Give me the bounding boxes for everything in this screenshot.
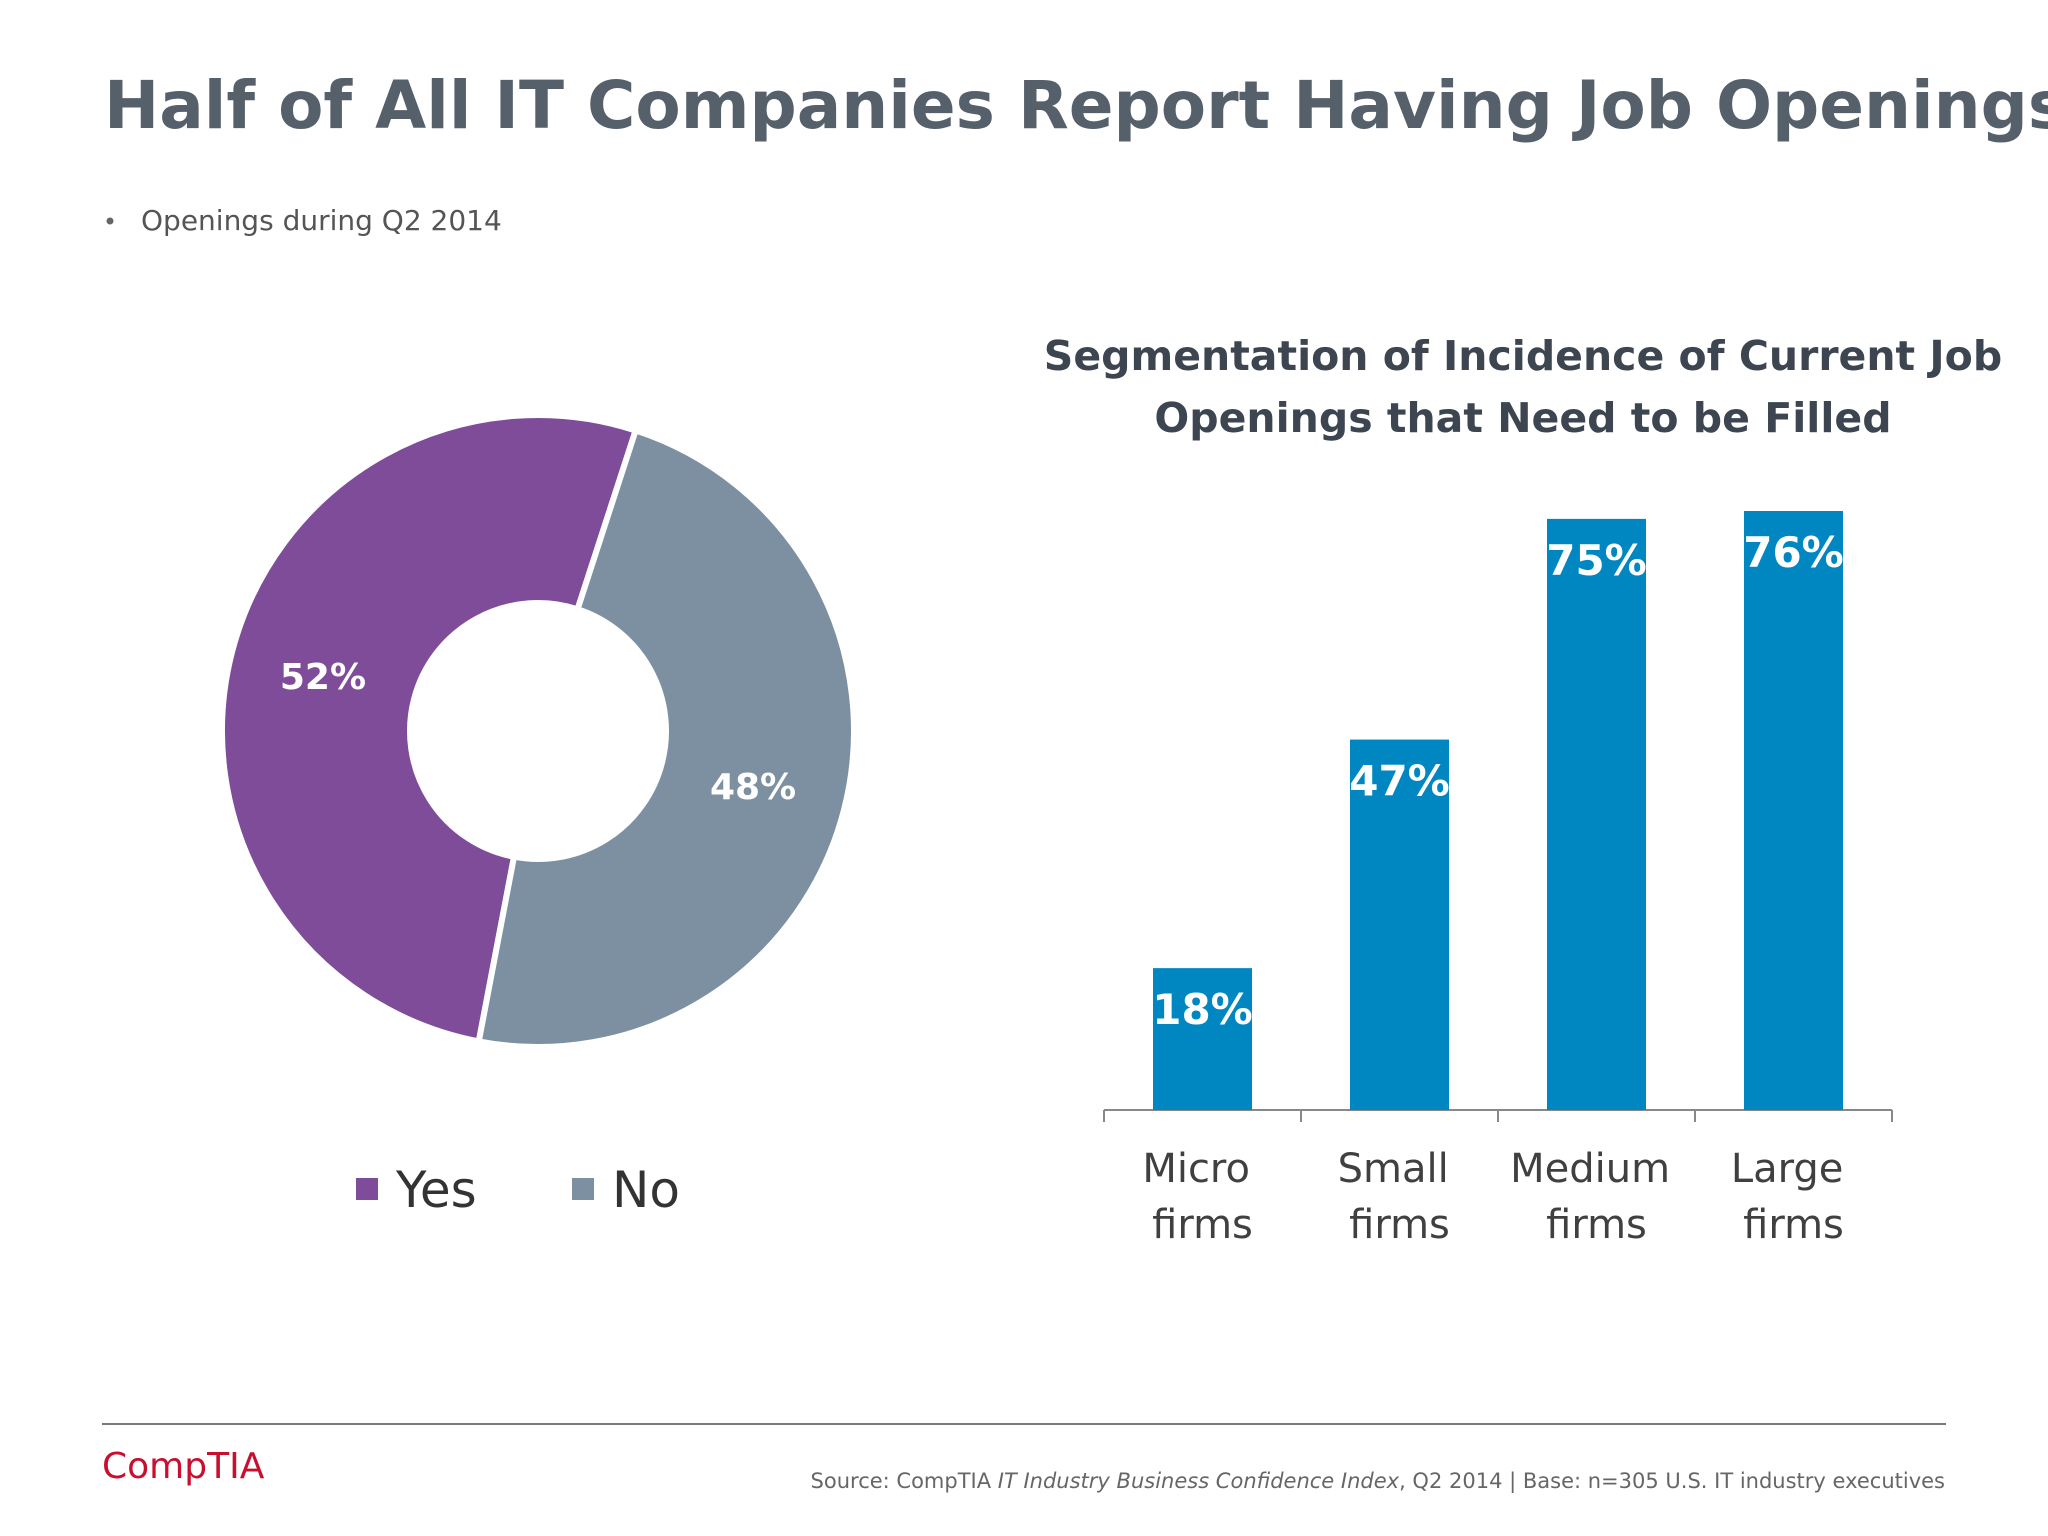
legend-swatch: [356, 1178, 378, 1200]
bullet-dot: [106, 217, 114, 225]
chart-title: Openings that Need to be Filled: [1154, 394, 1891, 442]
x-tick-label: Large firms: [1731, 1146, 1856, 1248]
legend-swatch: [572, 1178, 594, 1200]
donut-slice: [475, 426, 857, 1050]
x-tick-label: Micro firms: [1142, 1146, 1262, 1248]
source-text: Source: CompTIA: [811, 1469, 998, 1493]
legend-label: Yes: [395, 1161, 477, 1219]
bar: [1350, 739, 1449, 1110]
source: Source: CompTIA IT Industry Business Con…: [811, 1469, 1945, 1494]
bullet-text: Openings during Q2 2014: [141, 204, 502, 237]
data-label: 18%: [1152, 985, 1253, 1034]
slide-title: Half of All IT Companies Report Having J…: [104, 67, 2048, 144]
chart-title: Segmentation of Incidence of Current Job: [1044, 332, 2002, 380]
x-tick-label-line: Medium: [1510, 1146, 1683, 1192]
data-label: 48%: [710, 767, 796, 808]
x-tick-label-line: firms: [1743, 1202, 1844, 1248]
donut-slice: [219, 412, 640, 1045]
x-tick-label: Medium firms: [1510, 1146, 1683, 1248]
legend-label: No: [612, 1161, 680, 1219]
data-label: 52%: [280, 657, 366, 698]
x-tick-label-line: firms: [1152, 1202, 1253, 1248]
x-tick-label-line: Large: [1731, 1146, 1856, 1192]
x-tick-label-line: Micro: [1142, 1146, 1262, 1192]
source-italic: IT Industry Business Confidence Index: [998, 1469, 1400, 1493]
logo: CompTIA: [102, 1446, 265, 1487]
bar: [1744, 511, 1843, 1110]
x-tick-label-line: Small: [1338, 1146, 1462, 1192]
bar: [1547, 518, 1646, 1110]
data-label: 47%: [1349, 757, 1450, 806]
source-text: , Q2 2014 | Base: n=305 U.S. IT industry…: [1399, 1469, 1945, 1494]
x-tick-label: Small firms: [1338, 1146, 1462, 1248]
data-label: 76%: [1743, 528, 1844, 577]
bar: [1153, 968, 1252, 1110]
data-label: 75%: [1546, 536, 1647, 585]
x-tick-label-line: firms: [1546, 1202, 1647, 1248]
x-tick-label-line: firms: [1349, 1202, 1450, 1248]
